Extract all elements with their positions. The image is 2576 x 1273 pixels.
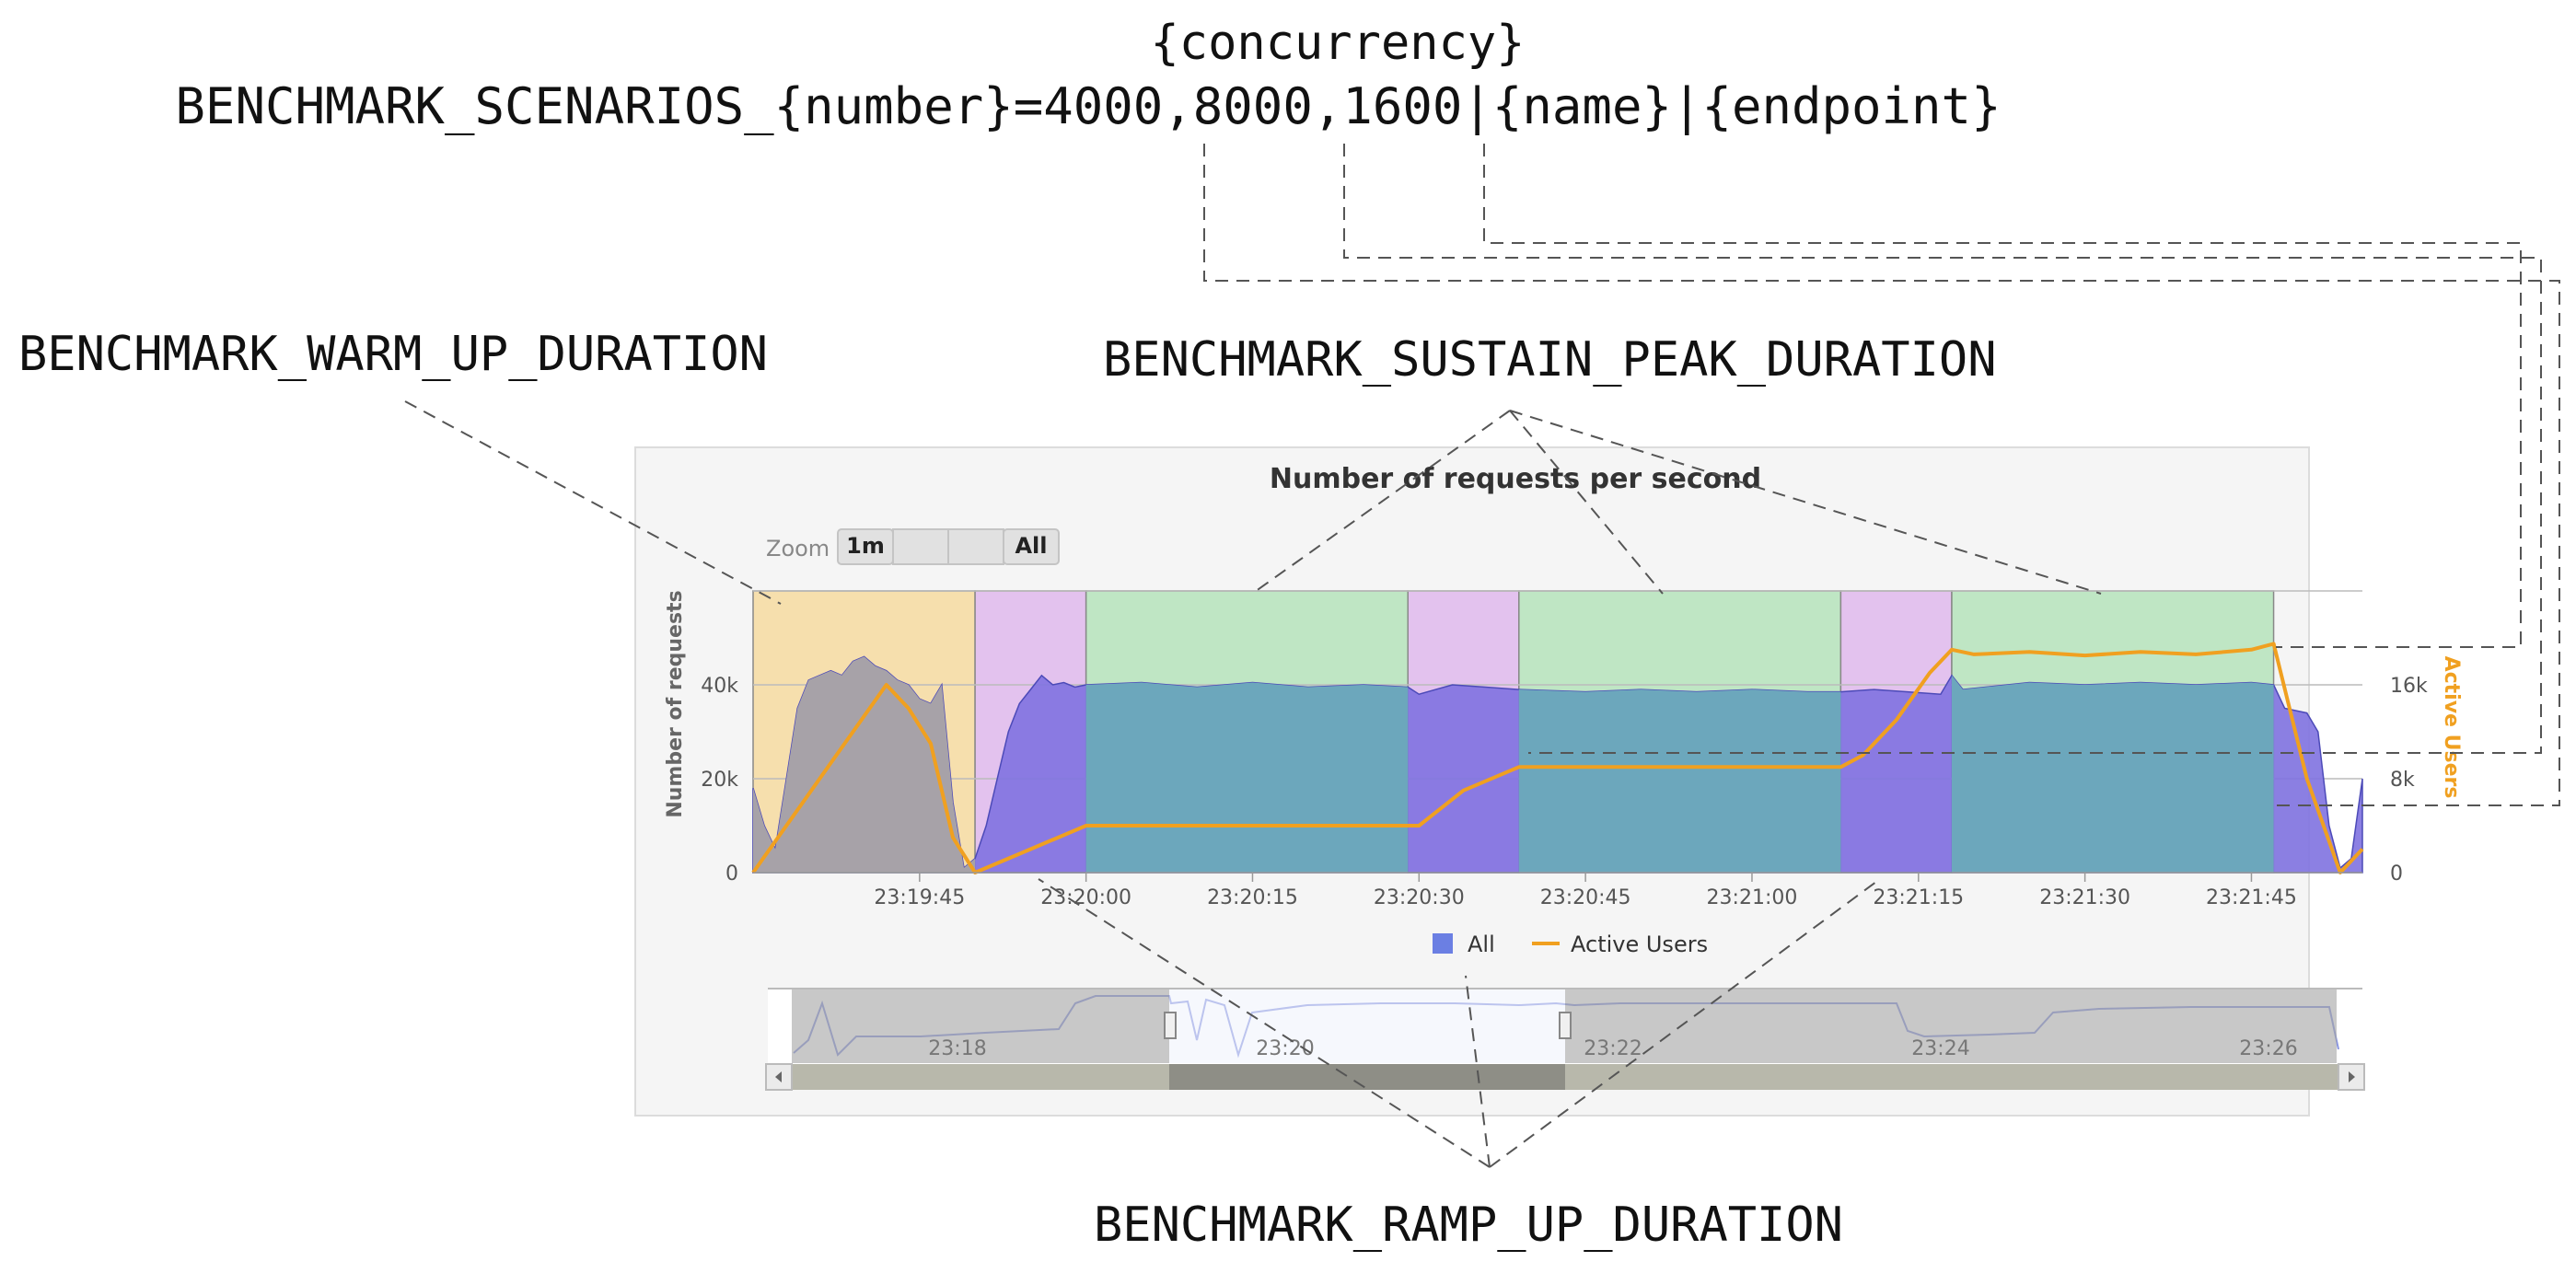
y-axis-tick-label: 20k xyxy=(701,769,738,792)
x-axis-tick-label: 23:21:15 xyxy=(1873,886,1964,909)
sustain-leader-line-3 xyxy=(1509,410,2102,595)
navigator-mask-right xyxy=(1565,989,2337,1063)
x-axis-tick-label: 23:20:30 xyxy=(1374,886,1465,909)
chart-title: Number of requests per second xyxy=(1270,463,1761,495)
concurrency-8000-leader-line xyxy=(1343,144,2542,754)
y2-axis-tick-label: 0 xyxy=(2390,862,2403,885)
navigator-tick-label: 23:18 xyxy=(928,1037,986,1060)
active-users-line xyxy=(751,642,2364,874)
navigator-tick-label: 23:24 xyxy=(1911,1037,1969,1060)
y2-axis-tick-label: 8k xyxy=(2390,769,2415,792)
concurrency-1600-leader-line xyxy=(1483,144,2522,648)
warm-up-duration-label: BENCHMARK_WARM_UP_DURATION xyxy=(18,327,768,382)
navigator-mask-left xyxy=(792,989,1169,1063)
x-axis-tick-label: 23:20:45 xyxy=(1540,886,1631,909)
y-axis-tick-label: 40k xyxy=(701,675,738,698)
concurrency-4000-leader-line xyxy=(1203,144,2560,806)
ramp-up-leader-line-1 xyxy=(1038,878,1491,1168)
legend-all-label: All xyxy=(1468,932,1495,957)
scenarios-formula: BENCHMARK_SCENARIOS_{number}=4000,8000,1… xyxy=(175,77,2001,135)
phase-overlay-sustain xyxy=(1951,656,2274,873)
legend-all-swatch xyxy=(1433,933,1453,954)
legend-item-active-users[interactable]: Active Users xyxy=(1532,932,1708,957)
y-axis-title: Number of requests xyxy=(664,590,687,817)
x-axis-tick-label: 23:19:45 xyxy=(874,886,965,909)
zoom-button-blank-2[interactable] xyxy=(947,528,1004,565)
ramp-up-leader-line-2 xyxy=(1465,975,1491,1168)
ramp-up-leader-line-3 xyxy=(1489,878,1881,1168)
phase-overlay-sustain xyxy=(1085,656,1409,873)
y2-axis-title: Active Users xyxy=(2440,656,2463,799)
zoom-button-group: 1m All xyxy=(837,528,1060,565)
legend-active-users-label: Active Users xyxy=(1571,932,1708,957)
scrollbar-left-arrow-button[interactable] xyxy=(765,1063,793,1091)
x-axis-tick-label: 23:21:45 xyxy=(2206,886,2297,909)
chart-panel: Number of requests per second Zoom 1m Al… xyxy=(634,446,2463,1117)
navigator-tick-label: 23:22 xyxy=(1584,1037,1642,1060)
chevron-right-icon xyxy=(2349,1071,2355,1082)
x-axis-tick-label: 23:21:30 xyxy=(2039,886,2130,909)
navigator-handle-left[interactable] xyxy=(1164,1012,1177,1039)
active-users-series xyxy=(751,642,2364,874)
navigator-handle-right[interactable] xyxy=(1559,1012,1572,1039)
navigator-selected-range xyxy=(1169,989,1565,1063)
chevron-left-icon xyxy=(775,1071,782,1082)
phase-overlay-sustain xyxy=(1518,656,1841,873)
scrollbar-thumb[interactable] xyxy=(1169,1064,1565,1090)
zoom-button-all[interactable] xyxy=(1003,528,1060,565)
x-axis-tick-label: 23:20:15 xyxy=(1207,886,1298,909)
sustain-leader-line-2 xyxy=(1509,410,1664,595)
zoom-button-1m-label: 1m xyxy=(846,533,885,559)
callout-leader-lines xyxy=(404,144,2560,1168)
zoom-label: Zoom xyxy=(766,536,830,561)
navigator-tick-label: 23:26 xyxy=(2239,1037,2297,1060)
chart-legend: All Active Users xyxy=(1433,932,1708,957)
concurrency-label: {concurrency} xyxy=(1151,16,1526,71)
zoom-button-blank-1[interactable] xyxy=(892,528,949,565)
navigator-scrollbar[interactable] xyxy=(765,1063,2365,1091)
sustain-leader-line-1 xyxy=(1251,410,1511,595)
zoom-button-all-label: All xyxy=(1015,533,1047,559)
legend-item-all[interactable]: All xyxy=(1433,932,1495,957)
ramp-up-duration-label: BENCHMARK_RAMP_UP_DURATION xyxy=(1094,1198,1843,1253)
chart-axes: 23:19:45 23:20:00 23:20:15 23:20:30 23:20:45… xyxy=(701,675,2428,909)
x-axis-tick-label: 23:21:00 xyxy=(1707,886,1798,909)
warm-up-leader-line xyxy=(404,400,782,605)
navigator[interactable]: 23:18 23:20 23:22 23:24 23:26 xyxy=(768,988,2362,1064)
y-axis-tick-label: 0 xyxy=(725,862,738,885)
y2-axis-tick-label: 16k xyxy=(2390,675,2428,698)
sustain-peak-duration-label: BENCHMARK_SUSTAIN_PEAK_DURATION xyxy=(1103,332,1997,388)
